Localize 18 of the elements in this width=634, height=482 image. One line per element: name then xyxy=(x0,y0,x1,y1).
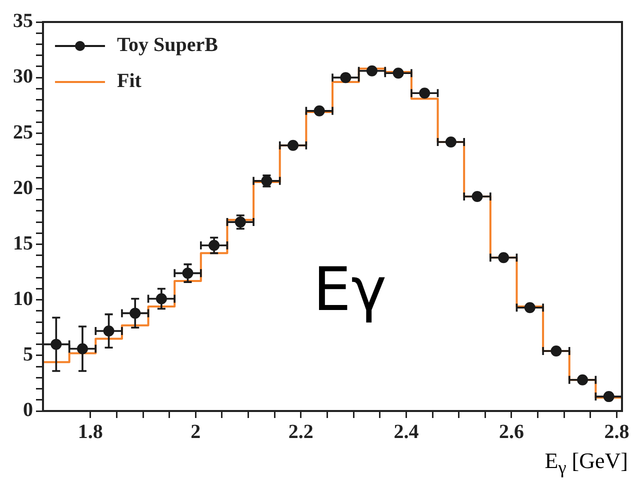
x-tick-label: 2.2 xyxy=(288,421,314,444)
x-tick-label: 2 xyxy=(190,421,201,444)
y-tick-label: 15 xyxy=(13,232,33,254)
x-tick-label: 2.8 xyxy=(604,421,630,444)
y-tick-label: 20 xyxy=(13,176,33,199)
x-tick-label: 2.4 xyxy=(394,421,419,444)
x-axis-title: E$_{γ}$ [GeV] xyxy=(544,448,628,478)
x-tick-label: 1.8 xyxy=(78,421,103,444)
y-tick-label: 5 xyxy=(23,344,33,366)
x-tick-label: 2.6 xyxy=(498,421,524,444)
y-tick-label: 0 xyxy=(23,399,33,422)
y-tick-label: 35 xyxy=(13,10,33,32)
legend-label: Toy SuperB xyxy=(117,34,218,56)
y-tick-label: 10 xyxy=(13,288,33,310)
legend-label: Fit xyxy=(117,70,142,92)
y-tick-label: 30 xyxy=(13,66,33,88)
annotation: Eγ xyxy=(313,254,387,325)
y-tick-label: 25 xyxy=(13,121,33,144)
